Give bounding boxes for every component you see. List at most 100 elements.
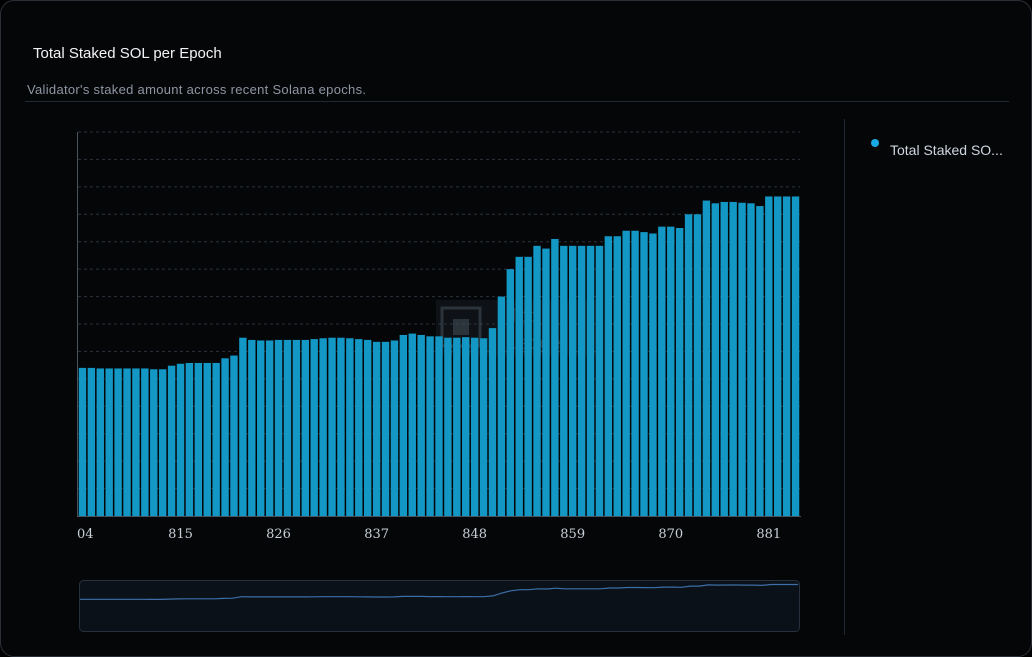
- bar-epoch-813[interactable]: [158, 369, 167, 516]
- bar-epoch-875[interactable]: [711, 203, 720, 516]
- bar-epoch-833[interactable]: [337, 337, 345, 516]
- bar-epoch-829[interactable]: [301, 339, 309, 516]
- bar-epoch-824[interactable]: [257, 340, 265, 516]
- bar-epoch-819[interactable]: [212, 362, 220, 516]
- bar-epoch-808[interactable]: [114, 368, 122, 516]
- bar-epoch-879[interactable]: [747, 203, 755, 516]
- bar-epoch-873[interactable]: [693, 214, 702, 517]
- bar-epoch-849[interactable]: [479, 338, 488, 516]
- bar-epoch-881[interactable]: [765, 196, 773, 516]
- bar-epoch-834[interactable]: [346, 338, 354, 516]
- watermark-logo-inner-icon: [453, 319, 469, 335]
- bars: [78, 196, 800, 517]
- bar-epoch-805[interactable]: [87, 367, 96, 516]
- bar-epoch-825[interactable]: [265, 340, 274, 516]
- bar-epoch-872[interactable]: [684, 214, 693, 517]
- bar-epoch-847[interactable]: [462, 337, 470, 516]
- bar-epoch-809[interactable]: [123, 368, 131, 516]
- bar-epoch-837[interactable]: [372, 341, 381, 516]
- x-tick-label-848: 848: [462, 527, 487, 542]
- bar-epoch-818[interactable]: [203, 362, 211, 516]
- bar-epoch-830[interactable]: [310, 339, 318, 516]
- zoom-slider-track[interactable]: [79, 580, 800, 632]
- bar-epoch-851[interactable]: [497, 296, 506, 516]
- bar-epoch-861[interactable]: [586, 245, 595, 516]
- bar-epoch-828[interactable]: [292, 339, 301, 516]
- bar-epoch-821[interactable]: [230, 355, 238, 516]
- bar-epoch-811[interactable]: [141, 368, 149, 516]
- bar-epoch-836[interactable]: [363, 339, 372, 516]
- legend-divider: [844, 119, 845, 635]
- bar-epoch-867[interactable]: [640, 232, 648, 517]
- x-tick-label-partial: 04: [77, 527, 94, 542]
- zoom-slider[interactable]: [79, 580, 800, 632]
- bar-epoch-848[interactable]: [470, 337, 479, 516]
- bar-epoch-810[interactable]: [132, 368, 140, 516]
- bar-epoch-820[interactable]: [221, 358, 229, 516]
- bar-epoch-860[interactable]: [577, 245, 586, 516]
- bar-epoch-877[interactable]: [729, 201, 737, 516]
- bar-epoch-865[interactable]: [622, 230, 630, 517]
- bar-epoch-827[interactable]: [283, 339, 292, 516]
- bar-epoch-807[interactable]: [105, 368, 113, 516]
- bar-epoch-839[interactable]: [390, 340, 399, 516]
- bar-epoch-842[interactable]: [417, 334, 425, 516]
- bar-epoch-857[interactable]: [551, 238, 559, 516]
- bar-epoch-863[interactable]: [604, 236, 613, 517]
- x-tick-label-815: 815: [168, 527, 193, 542]
- bar-epoch-864[interactable]: [613, 236, 621, 517]
- bar-epoch-854[interactable]: [524, 256, 532, 516]
- bar-epoch-866[interactable]: [631, 230, 639, 517]
- bar-epoch-871[interactable]: [675, 228, 684, 516]
- bar-epoch-878[interactable]: [738, 202, 746, 516]
- x-tick-label-859: 859: [560, 527, 585, 542]
- bar-epoch-884[interactable]: [791, 196, 800, 516]
- bar-epoch-817[interactable]: [194, 362, 203, 516]
- bar-epoch-876[interactable]: [720, 201, 728, 516]
- bar-epoch-862[interactable]: [595, 245, 604, 516]
- legend-label: Total Staked SO...: [890, 142, 1003, 158]
- watermark-logo-icon: [440, 306, 482, 348]
- bar-epoch-859[interactable]: [569, 245, 577, 516]
- bar-epoch-850[interactable]: [488, 328, 497, 516]
- bar-epoch-806[interactable]: [96, 368, 104, 516]
- chart-title: Total Staked SOL per Epoch: [33, 45, 222, 62]
- bar-epoch-823[interactable]: [248, 339, 256, 516]
- x-tick-label-870: 870: [658, 527, 683, 542]
- x-axis-ticks: 04 815 826 837 848 859 870 881: [77, 527, 781, 542]
- bar-epoch-869[interactable]: [658, 226, 666, 516]
- bar-epoch-826[interactable]: [274, 339, 283, 516]
- bar-epoch-880[interactable]: [756, 206, 764, 516]
- x-tick-label-826: 826: [266, 527, 291, 542]
- bar-epoch-844[interactable]: [435, 336, 443, 516]
- bar-epoch-874[interactable]: [702, 200, 711, 516]
- bar-epoch-841[interactable]: [408, 333, 416, 516]
- bar-epoch-853[interactable]: [515, 256, 523, 516]
- bar-epoch-838[interactable]: [381, 341, 390, 516]
- bar-epoch-840[interactable]: [399, 334, 408, 516]
- legend-item-total-staked[interactable]: Total Staked SO...: [871, 136, 1003, 158]
- bar-epoch-814[interactable]: [167, 365, 176, 516]
- bar-epoch-852[interactable]: [506, 269, 515, 516]
- bar-epoch-804[interactable]: [78, 367, 87, 516]
- bar-epoch-883[interactable]: [782, 196, 791, 516]
- bar-epoch-870[interactable]: [667, 226, 675, 516]
- bar-epoch-858[interactable]: [560, 245, 568, 516]
- bar-epoch-845[interactable]: [444, 337, 452, 516]
- bar-epoch-831[interactable]: [319, 338, 327, 516]
- bar-epoch-843[interactable]: [426, 336, 434, 516]
- bar-epoch-856[interactable]: [542, 248, 550, 516]
- bar-epoch-868[interactable]: [649, 233, 657, 517]
- bar-epoch-835[interactable]: [355, 339, 363, 516]
- bar-epoch-812[interactable]: [150, 369, 158, 516]
- chart-subtitle: Validator's staked amount across recent …: [27, 82, 367, 97]
- bar-epoch-855[interactable]: [533, 245, 541, 516]
- bar-epoch-846[interactable]: [453, 337, 461, 516]
- x-tick-label-837: 837: [364, 527, 389, 542]
- bar-epoch-882[interactable]: [774, 196, 782, 516]
- bar-epoch-816[interactable]: [185, 362, 194, 516]
- bar-epoch-832[interactable]: [328, 337, 336, 516]
- bar-epoch-815[interactable]: [176, 363, 185, 516]
- bar-epoch-822[interactable]: [239, 337, 247, 516]
